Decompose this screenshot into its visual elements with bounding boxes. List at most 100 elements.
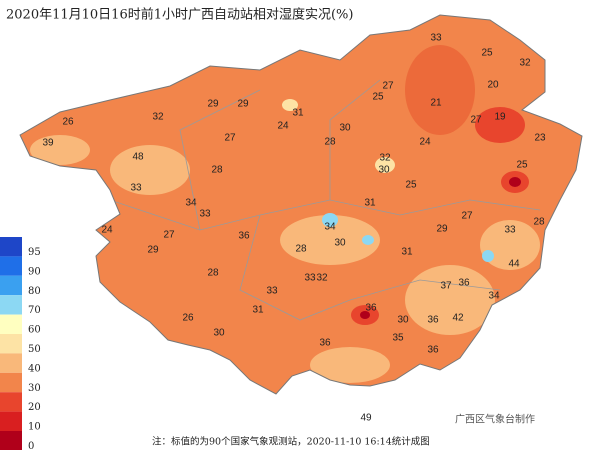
legend-swatch (0, 411, 22, 431)
station-value: 37 (440, 281, 452, 292)
station-value: 30 (334, 238, 346, 249)
station-value: 29 (207, 99, 219, 110)
station-value: 39 (42, 138, 54, 149)
station-value: 19 (494, 112, 506, 123)
region-70 (362, 235, 374, 245)
station-value: 25 (405, 180, 417, 191)
station-value: 30 (397, 315, 409, 326)
credit: 广西区气象台制作 (455, 413, 535, 426)
station-value: 27 (224, 133, 236, 144)
station-value: 27 (163, 230, 175, 241)
station-value: 24 (277, 121, 289, 132)
legend-swatch (0, 237, 22, 257)
region-10 (509, 177, 521, 187)
station-value: 33 (266, 286, 278, 297)
station-value: 29 (436, 224, 448, 235)
station-value: 25 (372, 92, 384, 103)
station-value: 21 (430, 98, 442, 109)
station-value: 28 (207, 268, 219, 279)
station-value: 32 (316, 273, 328, 284)
legend-label: 60 (28, 325, 41, 336)
watermark: 广西气象 (330, 400, 378, 415)
station-value: 24 (101, 225, 113, 236)
station-value: 31 (252, 305, 264, 316)
station-value: 35 (392, 333, 404, 344)
station-value: 32 (379, 153, 391, 164)
legend-swatch (0, 314, 22, 334)
legend-label: 10 (28, 422, 41, 433)
station-value: 28 (295, 244, 307, 255)
legend-swatch (0, 353, 22, 373)
station-value: 36 (427, 315, 439, 326)
station-value: 26 (62, 117, 74, 128)
station-value: 34 (185, 198, 197, 209)
footnote: 注：标值的为90个国家气象观测站，2020-11-10 16:14统计成图 (152, 436, 430, 448)
station-value: 31 (292, 108, 304, 119)
station-value: 27 (382, 81, 394, 92)
station-value: 29 (237, 99, 249, 110)
legend-label: 90 (28, 266, 41, 277)
region-20 (475, 107, 525, 143)
station-value: 29 (147, 245, 159, 256)
region-50 (282, 99, 298, 111)
station-value: 33 (304, 273, 316, 284)
region-70 (322, 213, 338, 227)
station-value: 36 (458, 278, 470, 289)
station-value: 33 (430, 33, 442, 44)
boundary (109, 79, 541, 321)
station-value: 20 (487, 80, 499, 91)
station-value: 28 (324, 137, 336, 148)
legend-swatch (0, 275, 22, 296)
station-value: 25 (516, 160, 528, 171)
legend-swatch (0, 334, 22, 354)
station-value: 27 (461, 211, 473, 222)
station-value: 32 (152, 112, 164, 123)
legend-label: 20 (28, 402, 41, 413)
region-10 (360, 311, 370, 319)
station-value: 30 (378, 165, 390, 176)
region-40 (480, 220, 540, 270)
legend-label: 30 (28, 383, 41, 394)
station-value: 28 (533, 217, 545, 228)
station-value: 23 (534, 133, 546, 144)
station-value: 33 (504, 225, 516, 236)
station-value: 48 (132, 152, 144, 163)
station-value: 49 (360, 413, 372, 424)
region-40 (280, 215, 380, 265)
legend-swatch (0, 392, 22, 412)
legend-swatch (0, 431, 22, 450)
region-40 (30, 135, 90, 165)
station-value: 31 (401, 247, 413, 258)
region-50 (375, 157, 395, 173)
legend: 95 90 80 70 60 50 40 30 20 10 0 (0, 237, 41, 450)
legend-swatch (0, 295, 22, 315)
map-title: 2020年11月10日16时前1小时广西自动站相对湿度实况(%) (6, 7, 353, 23)
station-value: 33 (199, 209, 211, 220)
legend-label: 50 (28, 344, 41, 355)
station-value: 30 (213, 328, 225, 339)
station-value: 26 (182, 313, 194, 324)
legend-label: 95 (28, 247, 41, 258)
station-value: 44 (508, 259, 520, 270)
station-value: 36 (238, 231, 250, 242)
legend-label: 40 (28, 363, 41, 374)
region-40 (310, 347, 390, 383)
station-value: 32 (519, 58, 531, 69)
region-70 (482, 250, 494, 262)
region-25 (405, 45, 475, 135)
legend-label: 80 (28, 286, 41, 297)
region-40 (110, 145, 190, 195)
station-value: 24 (419, 137, 431, 148)
station-value: 31 (364, 198, 376, 209)
station-value: 34 (488, 291, 500, 302)
station-value: 27 (470, 115, 482, 126)
station-value: 36 (427, 345, 439, 356)
region-40 (405, 265, 495, 335)
legend-swatch (0, 372, 22, 393)
station-value: 30 (339, 123, 351, 134)
legend-swatch (0, 256, 22, 276)
station-value: 36 (319, 338, 331, 349)
legend-label: 0 (28, 441, 34, 450)
